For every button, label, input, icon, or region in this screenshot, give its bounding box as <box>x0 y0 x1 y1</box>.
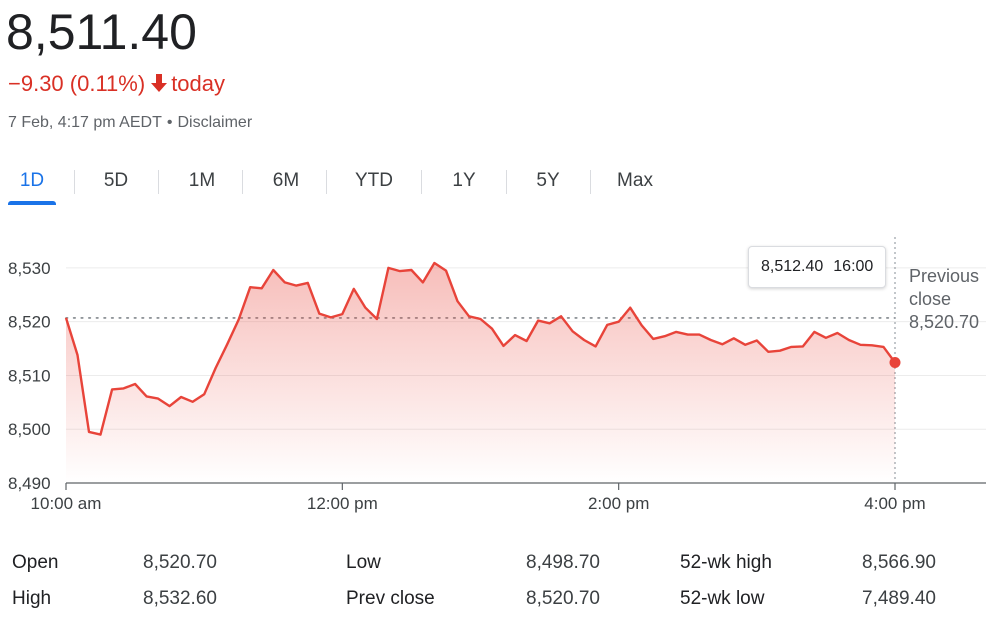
tab-5d[interactable]: 5D <box>103 170 129 191</box>
x-tick-label: 10:00 am <box>31 494 102 513</box>
change-period: today <box>171 71 226 96</box>
x-axis-ticks: 10:00 am 12:00 pm 2:00 pm 4:00 pm <box>31 483 926 513</box>
tooltip-value: 8,512.40 <box>761 258 824 275</box>
stat-label-52wk-low: 52-wk low <box>680 588 765 609</box>
tab-divider <box>421 170 422 194</box>
quote-meta: 7 Feb, 4:17 pm AEDT • Disclaimer <box>8 113 252 133</box>
disclaimer-link[interactable]: Disclaimer <box>177 114 253 131</box>
x-tick-label: 4:00 pm <box>864 494 925 513</box>
tab-ytd[interactable]: YTD <box>355 170 393 191</box>
stat-label-high: High <box>12 588 52 609</box>
stat-value-low: 8,498.70 <box>526 552 600 573</box>
stat-label-open: Open <box>12 552 59 573</box>
tab-5y[interactable]: 5Y <box>536 170 560 191</box>
tab-divider <box>74 170 75 194</box>
price-area-fill <box>66 263 895 483</box>
meta-separator: • <box>166 114 173 131</box>
prev-close-label-1: Previous <box>909 266 979 286</box>
y-tick-label: 8,500 <box>8 420 51 439</box>
stat-label-prev-close: Prev close <box>346 588 435 609</box>
y-tick-label: 8,490 <box>8 474 51 493</box>
tab-divider <box>158 170 159 194</box>
tab-divider <box>326 170 327 194</box>
tab-1d[interactable]: 1D <box>8 160 56 205</box>
stat-value-prev-close: 8,520.70 <box>526 588 600 609</box>
hover-tooltip: 8,512.40 16:00 <box>748 246 887 288</box>
timestamp: 7 Feb, 4:17 pm AEDT <box>8 114 162 131</box>
tab-max[interactable]: Max <box>617 170 653 191</box>
stat-label-low: Low <box>346 552 381 573</box>
x-tick-label: 2:00 pm <box>588 494 649 513</box>
stat-value-high: 8,532.60 <box>143 588 217 609</box>
y-tick-label: 8,530 <box>8 259 51 278</box>
price-line <box>64 261 896 436</box>
prev-close-label-2: close <box>909 289 951 309</box>
price-chart[interactable]: 8,490 8,500 8,510 8,520 8,530 10:00 am 12:00 … <box>0 225 1004 525</box>
tab-1m[interactable]: 1M <box>188 170 216 191</box>
stat-value-52wk-low: 7,489.40 <box>862 588 936 609</box>
tooltip-time: 16:00 <box>833 258 874 275</box>
stat-value-52wk-high: 8,566.90 <box>862 552 936 573</box>
y-axis-ticks: 8,490 8,500 8,510 8,520 8,530 <box>8 259 51 493</box>
latest-price-point <box>889 357 901 369</box>
stat-label-52wk-high: 52-wk high <box>680 552 772 573</box>
tab-1y[interactable]: 1Y <box>452 170 476 191</box>
arrow-down-icon <box>151 71 168 99</box>
change-amount: −9.30 (0.11%) <box>8 71 146 96</box>
tab-6m[interactable]: 6M <box>272 170 300 191</box>
y-tick-label: 8,510 <box>8 366 51 385</box>
range-tabs: 1D 5D 1M 6M YTD 1Y 5Y Max <box>0 160 1004 205</box>
tab-divider <box>506 170 507 194</box>
current-price: 8,511.40 <box>6 4 197 60</box>
y-tick-label: 8,520 <box>8 313 51 332</box>
x-tick-label: 12:00 pm <box>307 494 378 513</box>
prev-close-value: 8,520.70 <box>909 312 979 332</box>
price-change: −9.30 (0.11%) today <box>8 70 225 99</box>
stat-value-open: 8,520.70 <box>143 552 217 573</box>
tab-divider <box>590 170 591 194</box>
tab-divider <box>242 170 243 194</box>
